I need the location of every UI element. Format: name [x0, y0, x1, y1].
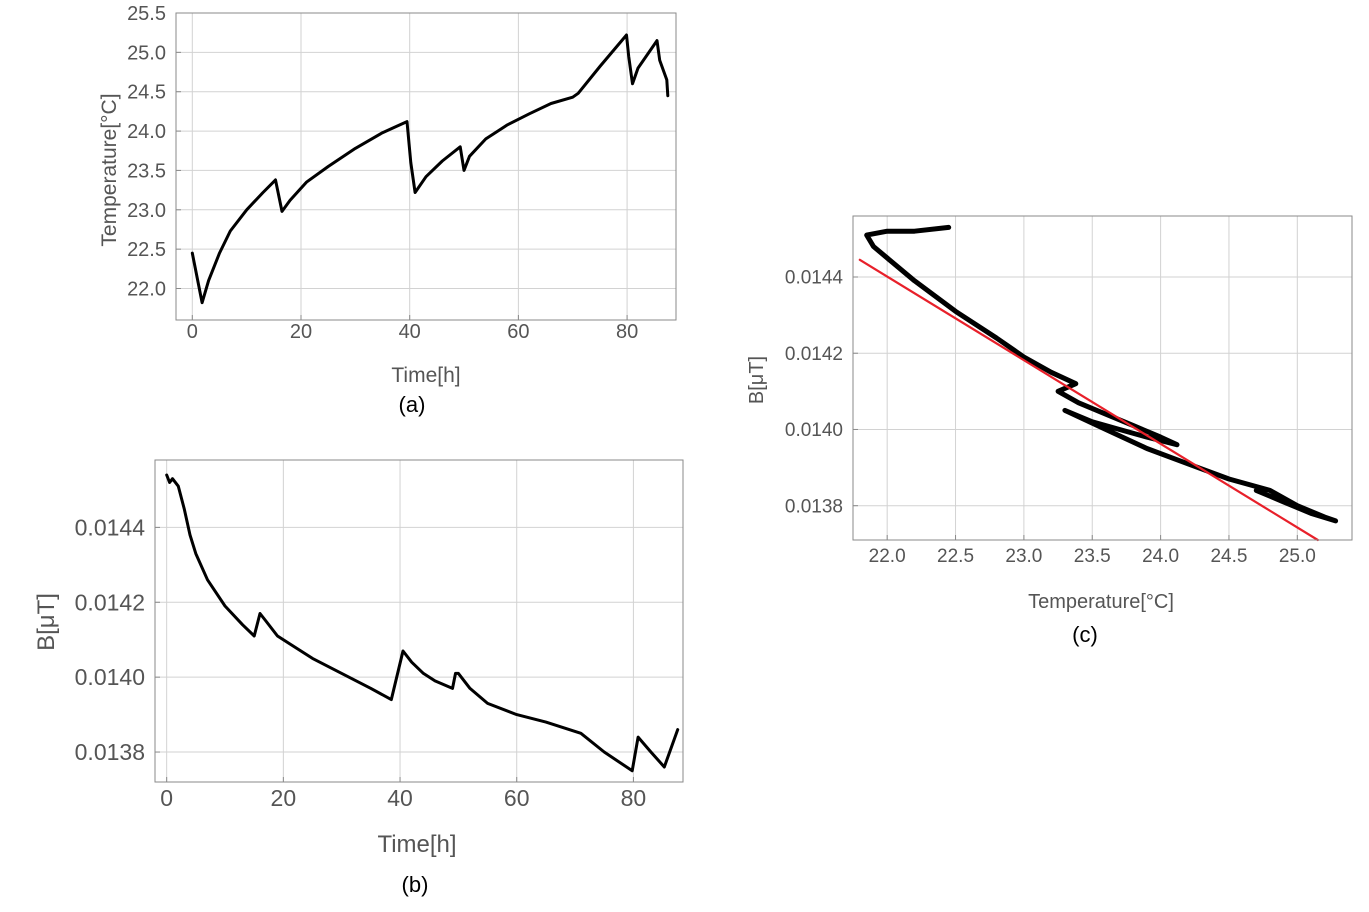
panel-c-fit-line [858, 258, 1319, 542]
panel-c-ticks: 22.0 22.5 23.0 23.5 24.0 24.5 25.0 0.0138 0.0140… [785, 268, 1316, 567]
panel-b-xtick-label-2: 40 [387, 785, 413, 811]
panel-b-xtick-label-0: 0 [160, 785, 173, 811]
panel-b-grid [155, 460, 683, 782]
panel-b-ytick-label-3: 0.0144 [75, 514, 146, 540]
panel-a-ytick-label-5: 24.5 [127, 82, 166, 104]
panel-a-ytick-label-4: 24.0 [127, 121, 166, 143]
panel-c-ytick-label-2: 0.0142 [785, 344, 843, 365]
panel-a-data-series-0 [190, 33, 670, 305]
panel-b-ytick-label-1: 0.0140 [75, 664, 145, 690]
panel-b-frame [154, 459, 684, 783]
panel-a-ticks: 0 20 40 60 80 22.0 22.5 23.0 23.5 24.0 24.5 25.0 25.… [127, 3, 638, 343]
panel-b-xtick-label-1: 20 [271, 785, 297, 811]
panel-a-ytick-label-3: 23.5 [127, 160, 166, 182]
panel-c-frame [852, 215, 1353, 541]
panel-a-ytick-label-7: 25.5 [127, 3, 166, 25]
panel-a-ytick-label-2: 23.0 [127, 200, 166, 222]
panel-c-ytick-label-3: 0.0144 [785, 268, 844, 289]
panel-c-data-series-0 [864, 224, 1339, 524]
panel-b-ytick-label-0: 0.0138 [75, 739, 145, 765]
panel-c-ytick-label-0: 0.0138 [785, 496, 843, 517]
panel-c-grid [853, 216, 1352, 540]
panel-c-xtick-label-5: 24.5 [1210, 546, 1247, 567]
panel-c-xtick-label-4: 24.0 [1142, 546, 1179, 567]
panel-a-caption: (a) [399, 392, 426, 417]
panel-c-xtick-label-3: 23.5 [1074, 546, 1111, 567]
panel-c-series [858, 224, 1339, 542]
panel-b-field-vs-time: 0 20 40 60 80 0.0138 0.0140 0.0142 0.0144 Time[h… [33, 459, 684, 897]
panel-c-xtick-label-0: 22.0 [869, 546, 906, 567]
panel-b-xtick-label-4: 80 [621, 785, 647, 811]
panel-a-temperature-vs-time: 0 20 40 60 80 22.0 22.5 23.0 23.5 24.0 24.5 25.0 25.… [98, 3, 677, 417]
panel-b-xtick-label-3: 60 [504, 785, 530, 811]
panel-c-xtick-label-1: 22.5 [937, 546, 974, 567]
panel-a-xtick-label-0: 0 [187, 321, 198, 343]
panel-a-xtick-label-1: 20 [290, 321, 312, 343]
panel-b-ylabel: B[μT] [33, 593, 60, 651]
panel-a-ytick-label-6: 25.0 [127, 42, 166, 64]
panel-a-grid [176, 12, 676, 320]
panel-c-xtick-label-2: 23.0 [1005, 546, 1042, 567]
panel-c-xtick-label-6: 25.0 [1279, 546, 1316, 567]
panel-a-xlabel: Time[h] [391, 364, 460, 387]
panel-a-ylabel: Temperature[°C] [98, 93, 121, 246]
panel-a-xtick-label-4: 80 [616, 321, 638, 343]
panel-b-xlabel: Time[h] [377, 831, 456, 858]
panel-a-frame [175, 12, 677, 321]
panel-b-data-series-0 [165, 473, 680, 773]
panel-c-caption: (c) [1072, 622, 1098, 647]
panel-a-xtick-label-2: 40 [399, 321, 421, 343]
panel-c-ytick-label-1: 0.0140 [785, 420, 843, 441]
panel-a-ytick-label-0: 22.0 [127, 279, 166, 301]
panel-c-field-vs-temperature: 22.0 22.5 23.0 23.5 24.0 24.5 25.0 0.0138 0.0140… [746, 215, 1353, 647]
panel-a-xtick-label-3: 60 [507, 321, 529, 343]
panel-b-series [165, 473, 680, 773]
panel-b-ticks: 0 20 40 60 80 0.0138 0.0140 0.0142 0.0144 [75, 514, 647, 811]
panel-c-xlabel: Temperature[°C] [1028, 591, 1174, 613]
panel-b-ytick-label-2: 0.0142 [75, 589, 145, 615]
panel-a-series [190, 33, 670, 305]
panel-c-ylabel: B[μT] [746, 356, 768, 404]
panel-b-caption: (b) [402, 872, 429, 897]
panel-a-ytick-label-1: 22.5 [127, 239, 166, 261]
